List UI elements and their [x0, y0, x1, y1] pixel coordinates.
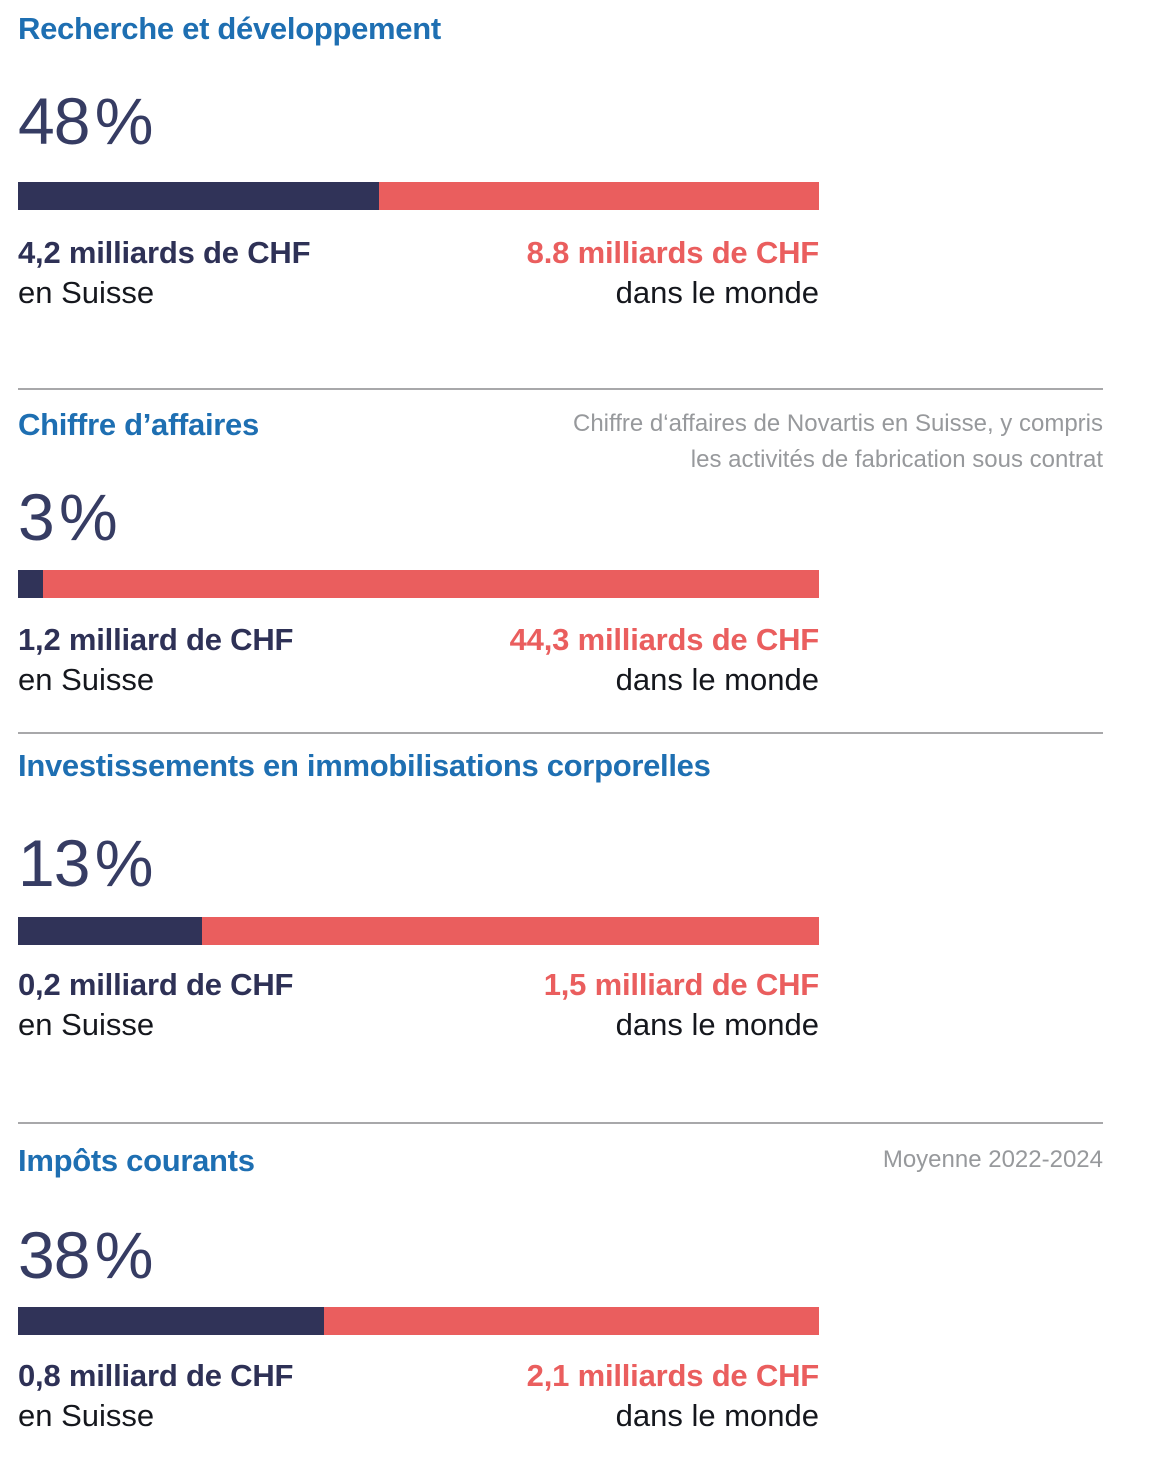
section-header: Chiffre d’affaires Chiffre d‘affaires de…: [18, 406, 1103, 478]
stacked-bar: [18, 917, 819, 945]
section-investissements: Investissements en immobilisations corpo…: [18, 747, 1170, 1045]
section-title: Investissements en immobilisations corpo…: [18, 748, 711, 783]
swiss-label-block: 1,2 milliard de CHF en Suisse: [18, 620, 293, 700]
bar-labels: 0,2 milliard de CHF en Suisse 1,5 millia…: [18, 965, 819, 1045]
swiss-value: 0,2 milliard de CHF: [18, 967, 294, 1002]
section-title: Chiffre d’affaires: [18, 407, 259, 442]
section-note: Chiffre d‘affaires de Novartis en Suisse…: [572, 410, 1103, 473]
percent-value: 38 %: [18, 1218, 153, 1292]
bar-labels: 1,2 milliard de CHF en Suisse 44,3 milli…: [18, 620, 819, 700]
world-label-block: 44,3 milliards de CHF dans le monde: [509, 620, 820, 700]
section-title: Recherche et développement: [18, 11, 441, 46]
bar-labels: 4,2 milliards de CHF en Suisse 8.8 milli…: [18, 233, 819, 313]
world-value: 1,5 milliard de CHF: [543, 967, 819, 1002]
section-divider: [18, 732, 1103, 734]
stacked-bar: [18, 182, 819, 210]
world-value: 8.8 milliards de CHF: [526, 235, 820, 270]
bar-swiss-segment: [18, 1307, 324, 1335]
stacked-bar: [18, 570, 819, 598]
world-value: 44,3 milliards de CHF: [509, 622, 820, 657]
world-label-block: 8.8 milliards de CHF dans le monde: [526, 233, 820, 313]
section-divider: [18, 1122, 1103, 1124]
percent-value: 3 %: [18, 480, 118, 554]
percent-value: 48 %: [18, 84, 153, 158]
swiss-caption: en Suisse: [18, 1398, 155, 1433]
section-chiffre-affaires: Chiffre d’affaires Chiffre d‘affaires de…: [18, 406, 1170, 700]
swiss-caption: en Suisse: [18, 1007, 155, 1042]
world-value: 2,1 milliards de CHF: [526, 1358, 820, 1393]
swiss-value: 0,8 milliard de CHF: [18, 1358, 294, 1393]
swiss-caption: en Suisse: [18, 662, 155, 697]
bar-world-segment: [42, 570, 819, 598]
world-caption: dans le monde: [615, 662, 819, 697]
bar-world-segment: [323, 1307, 819, 1335]
world-label-block: 2,1 milliards de CHF dans le monde: [526, 1356, 820, 1436]
bar-swiss-segment: [18, 917, 203, 945]
world-caption: dans le monde: [615, 1398, 819, 1433]
bar-world-segment: [379, 182, 819, 210]
section-impots-courants: Impôts courants Moyenne 2022-2024 38 % 0…: [18, 1142, 1170, 1436]
world-label-block: 1,5 milliard de CHF dans le monde: [544, 965, 819, 1045]
swiss-value: 1,2 milliard de CHF: [18, 622, 294, 657]
section-recherche-developpement: Recherche et développement 48 % 4,2 mill…: [18, 0, 1170, 313]
bar-labels: 0,8 milliard de CHF en Suisse 2,1 millia…: [18, 1356, 819, 1436]
section-note: Moyenne 2022-2024: [882, 1146, 1103, 1173]
swiss-label-block: 4,2 milliards de CHF en Suisse: [18, 233, 311, 313]
swiss-label-block: 0,2 milliard de CHF en Suisse: [18, 965, 293, 1045]
bar-swiss-segment: [18, 182, 380, 210]
swiss-caption: en Suisse: [18, 275, 155, 310]
percent-value: 13 %: [18, 826, 153, 900]
section-divider: [18, 388, 1103, 390]
world-caption: dans le monde: [615, 275, 819, 310]
section-title: Impôts courants: [18, 1143, 255, 1178]
swiss-label-block: 0,8 milliard de CHF en Suisse: [18, 1356, 293, 1436]
section-header: Impôts courants Moyenne 2022-2024: [18, 1142, 1103, 1180]
swiss-value: 4,2 milliards de CHF: [18, 235, 311, 270]
bar-swiss-segment: [18, 570, 43, 598]
world-caption: dans le monde: [615, 1007, 819, 1042]
bar-world-segment: [202, 917, 819, 945]
stacked-bar: [18, 1307, 819, 1335]
